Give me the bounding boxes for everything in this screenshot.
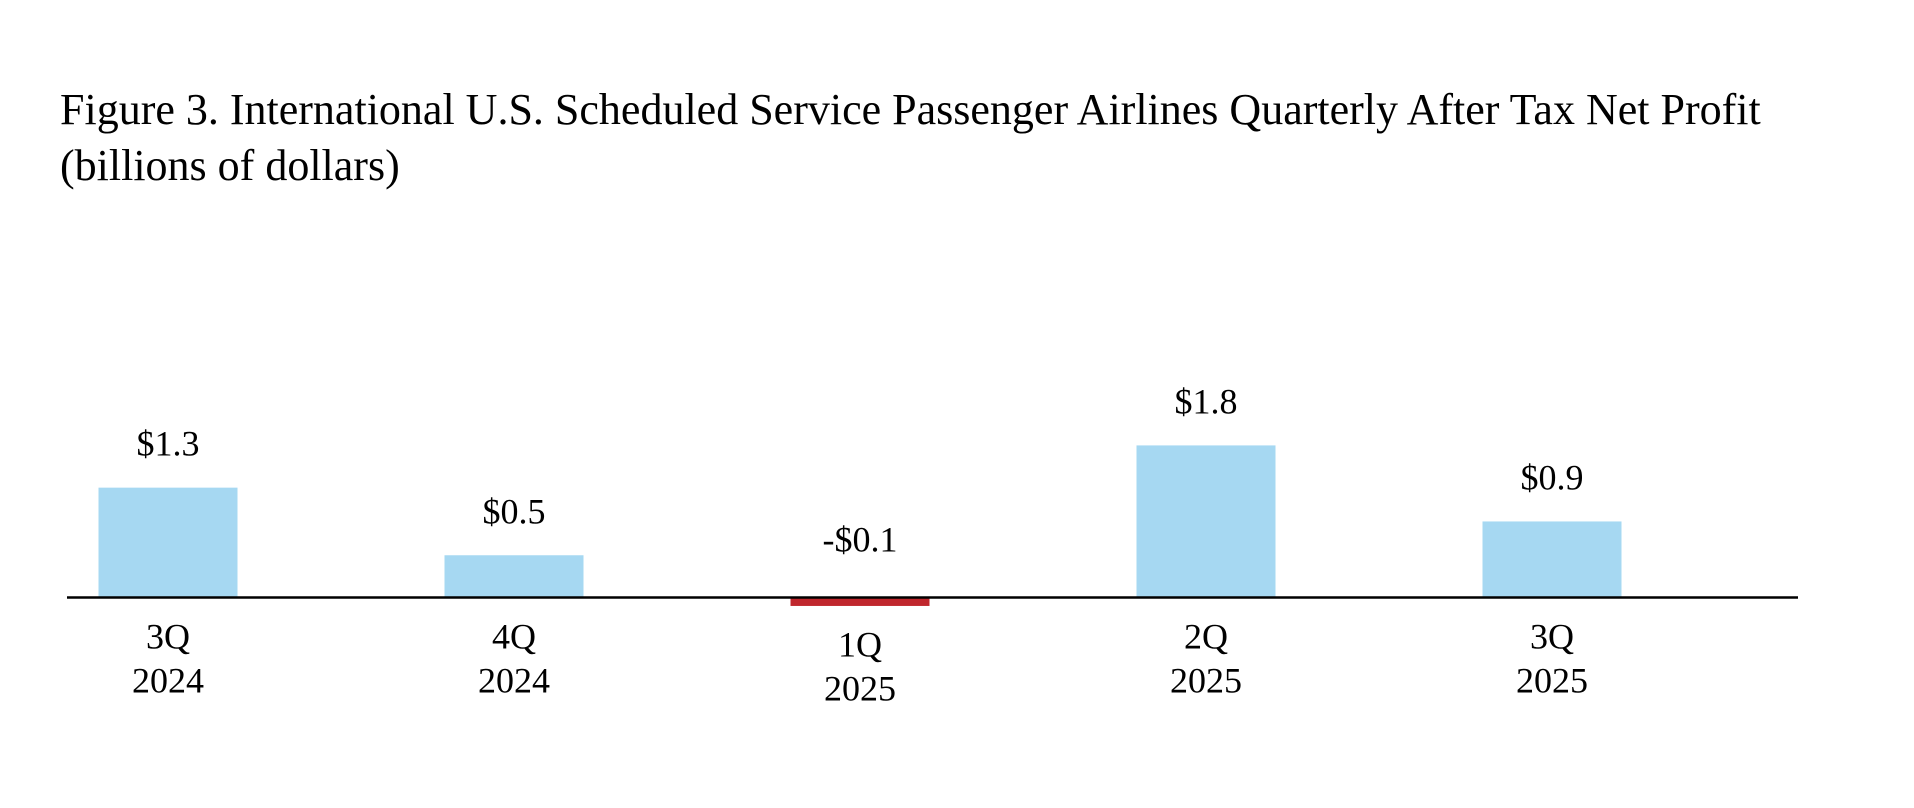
data-label: $1.3 <box>137 424 200 464</box>
x-tick-label: 2025 <box>1516 661 1588 701</box>
bar <box>1482 521 1622 598</box>
x-tick-label: 2024 <box>478 661 550 701</box>
bar <box>790 597 930 606</box>
chart-subtitle: (billions of dollars) <box>60 141 400 190</box>
data-label: $0.9 <box>1521 457 1584 497</box>
bar <box>1136 445 1276 598</box>
data-label: -$0.1 <box>823 520 898 560</box>
bar <box>444 555 584 598</box>
data-label: $0.5 <box>483 491 546 531</box>
chart-title: Figure 3. International U.S. Scheduled S… <box>60 85 1761 134</box>
bar <box>98 487 238 598</box>
x-tick-label: 3Q <box>1530 617 1574 657</box>
x-tick-label: 2025 <box>1170 661 1242 701</box>
x-tick-label: 4Q <box>492 617 536 657</box>
data-label: $1.8 <box>1175 381 1238 421</box>
x-tick-label: 1Q <box>838 625 882 665</box>
x-tick-label: 2024 <box>132 661 204 701</box>
x-tick-label: 3Q <box>146 617 190 657</box>
x-tick-label: 2Q <box>1184 617 1228 657</box>
x-tick-label: 2025 <box>824 669 896 709</box>
